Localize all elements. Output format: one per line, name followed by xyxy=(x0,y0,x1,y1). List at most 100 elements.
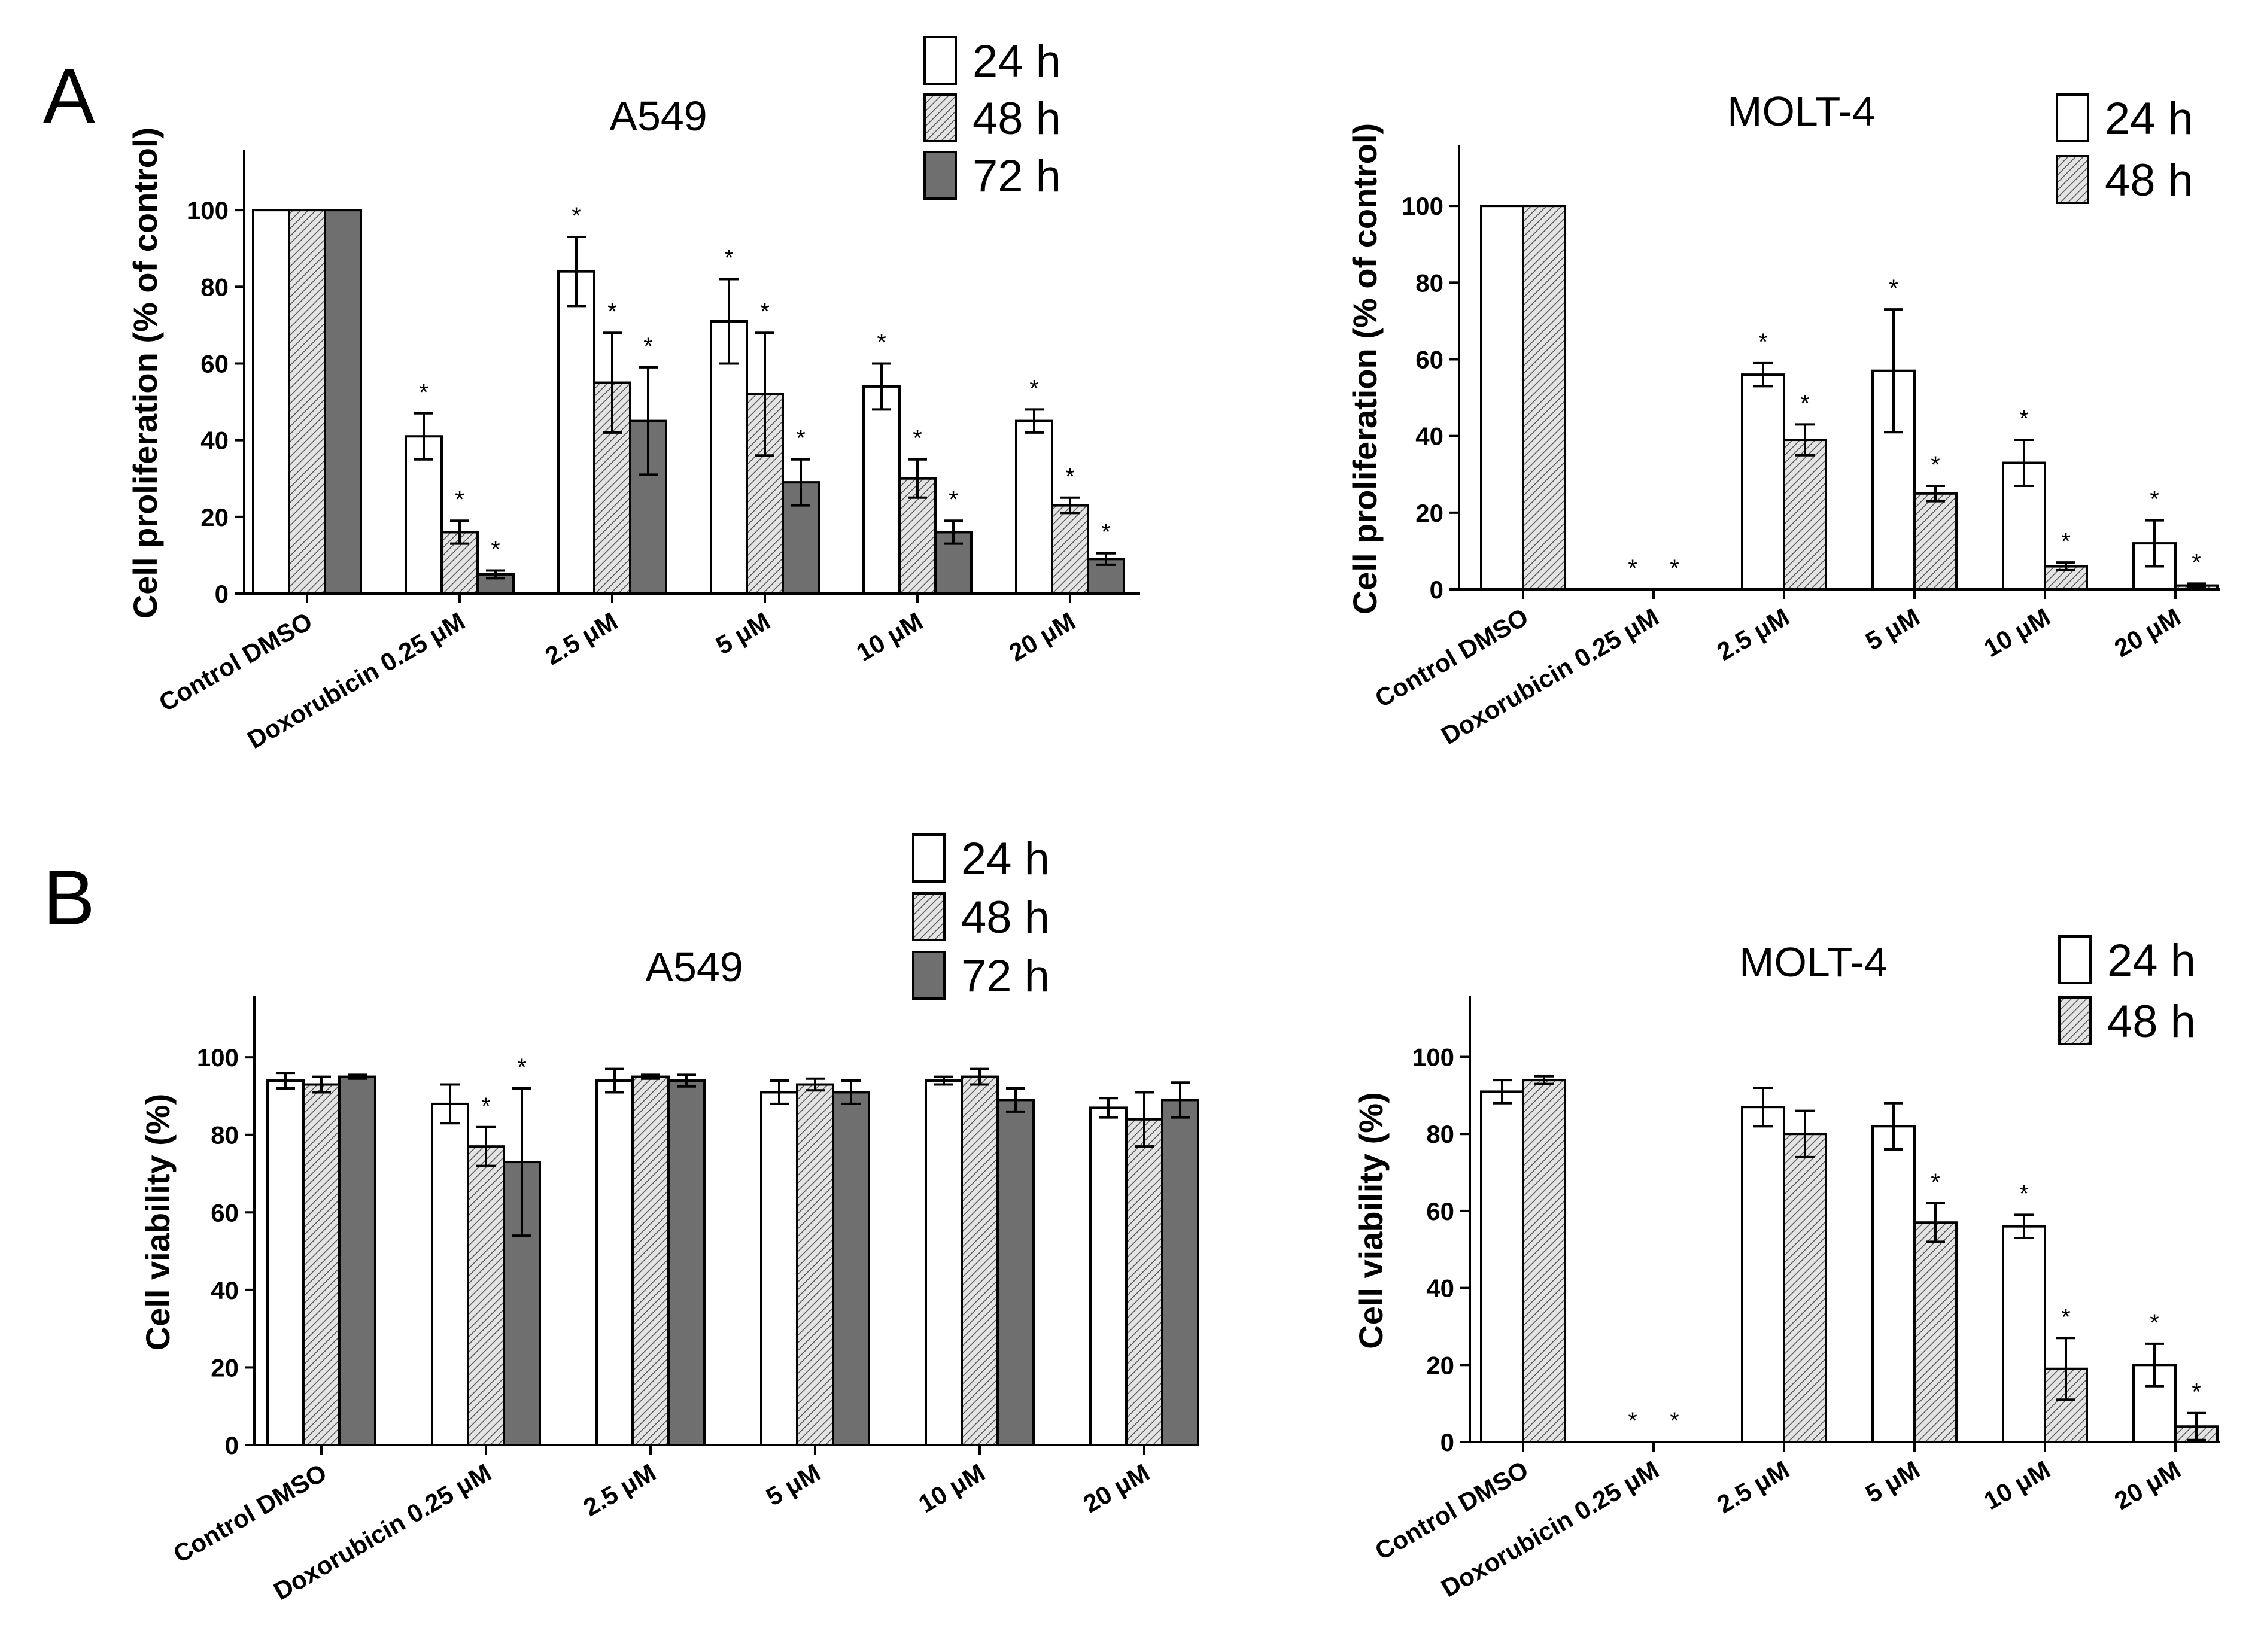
bar xyxy=(252,209,290,595)
y-tick-label: 60 xyxy=(1426,1197,1454,1225)
y-tick-label: 0 xyxy=(1440,1428,1454,1456)
bar xyxy=(266,1079,305,1446)
legend-label: 48 h xyxy=(2105,155,2193,206)
significance-star: * xyxy=(760,299,770,325)
significance-star: * xyxy=(1889,275,1898,302)
significance-star: * xyxy=(2019,1181,2029,1207)
significance-star: * xyxy=(1800,390,1810,416)
bar xyxy=(667,1079,706,1446)
panel-label-a: A xyxy=(43,52,95,139)
significance-star: * xyxy=(2192,1379,2201,1405)
bar xyxy=(1089,1106,1128,1447)
chart-title: A549 xyxy=(645,944,743,990)
significance-star: * xyxy=(1628,555,1637,582)
bar xyxy=(1913,492,1958,591)
legend-label: 48 h xyxy=(2107,996,2196,1047)
y-tick-label: 40 xyxy=(1426,1274,1454,1303)
chart-title: MOLT-4 xyxy=(1727,88,1876,135)
y-tick-label: 20 xyxy=(1426,1351,1454,1379)
y-tick-label: 40 xyxy=(211,1276,239,1304)
significance-star: * xyxy=(1628,1408,1637,1434)
significance-star: * xyxy=(1931,1169,1940,1195)
bar xyxy=(1783,1133,1827,1443)
x-tick-label: 5 μM xyxy=(1861,1455,1924,1508)
x-tick-label: 5 μM xyxy=(761,1458,825,1511)
x-tick-label: 2.5 μM xyxy=(579,1458,661,1522)
significance-star: * xyxy=(796,425,806,452)
y-tick-label: 0 xyxy=(215,580,229,608)
y-tick-label: 80 xyxy=(1415,269,1443,297)
bar xyxy=(288,209,326,595)
significance-star: * xyxy=(724,245,734,271)
legend-swatch xyxy=(912,833,946,883)
legend-swatch xyxy=(2058,996,2092,1045)
legend-swatch xyxy=(2056,155,2089,204)
y-tick-label: 60 xyxy=(200,349,229,378)
legend-label: 24 h xyxy=(961,833,1050,884)
y-axis-label: Cell proliferation (% of control) xyxy=(126,127,164,619)
y-tick-label: 0 xyxy=(225,1431,239,1459)
legend-swatch xyxy=(2058,935,2092,984)
y-axis-label: Cell proliferation (% of control) xyxy=(1346,123,1384,614)
significance-star: * xyxy=(455,486,464,513)
significance-star: * xyxy=(2019,406,2029,432)
significance-star: * xyxy=(607,299,617,325)
x-tick-label: 5 μM xyxy=(1861,603,1924,656)
bar xyxy=(1741,1106,1785,1444)
bar xyxy=(1913,1221,1958,1444)
bar xyxy=(431,1102,469,1447)
bar xyxy=(338,1075,376,1446)
y-tick-label: 100 xyxy=(197,1043,239,1072)
significance-star: * xyxy=(419,379,428,406)
legend-label: 24 h xyxy=(2107,935,2196,986)
bar xyxy=(2002,1225,2046,1443)
bar xyxy=(1741,373,1785,591)
chart-b-a549: A549 Cell viability (%) 0 20 40 60 80 100 Contro… xyxy=(139,833,1199,1605)
bar xyxy=(557,270,595,595)
x-tick-label: Doxorubicin 0.25 μM xyxy=(1436,1455,1663,1602)
y-tick-label: 100 xyxy=(1412,1043,1454,1072)
bar xyxy=(961,1075,999,1446)
x-tick-label: 2.5 μM xyxy=(1712,603,1794,666)
bar xyxy=(832,1091,870,1446)
x-tick-label: 2.5 μM xyxy=(1712,1455,1794,1519)
chart-title: MOLT-4 xyxy=(1739,939,1888,985)
significance-star: * xyxy=(877,329,886,355)
legend-swatch xyxy=(912,951,946,1000)
bar xyxy=(1871,1125,1916,1443)
significance-star: * xyxy=(491,537,500,563)
y-tick-label: 80 xyxy=(1426,1120,1454,1148)
bar xyxy=(1161,1099,1199,1447)
x-tick-label: 10 μM xyxy=(1979,1455,2055,1515)
significance-star: * xyxy=(1101,519,1111,546)
bar xyxy=(760,1091,798,1446)
x-tick-label: 20 μM xyxy=(2110,603,2186,662)
bar xyxy=(1051,504,1089,595)
legend-label: 48 h xyxy=(973,93,1061,144)
significance-star: * xyxy=(2192,549,2201,576)
bar xyxy=(1480,205,1524,591)
bar xyxy=(1480,1090,1524,1444)
bar xyxy=(405,435,443,595)
legend-label: 48 h xyxy=(961,892,1050,943)
y-tick-label: 100 xyxy=(1402,192,1443,220)
significance-star: * xyxy=(1670,555,1679,582)
significance-star: * xyxy=(949,486,958,513)
legend-label: 72 h xyxy=(961,951,1050,1002)
significance-star: * xyxy=(1670,1408,1679,1434)
bar xyxy=(1125,1118,1163,1446)
bar xyxy=(476,573,515,595)
x-tick-label: 20 μM xyxy=(2110,1455,2186,1515)
bar xyxy=(996,1099,1035,1447)
significance-star: * xyxy=(913,425,922,452)
significance-star: * xyxy=(2061,528,2071,555)
y-tick-label: 100 xyxy=(187,196,229,224)
y-tick-label: 40 xyxy=(200,427,229,455)
x-tick-label: 20 μM xyxy=(1078,1458,1154,1518)
legend-label: 72 h xyxy=(973,151,1061,202)
x-tick-label: 2.5 μM xyxy=(540,607,622,670)
bar xyxy=(1522,205,1566,591)
legend-label: 24 h xyxy=(2105,93,2193,144)
bar xyxy=(467,1145,505,1447)
